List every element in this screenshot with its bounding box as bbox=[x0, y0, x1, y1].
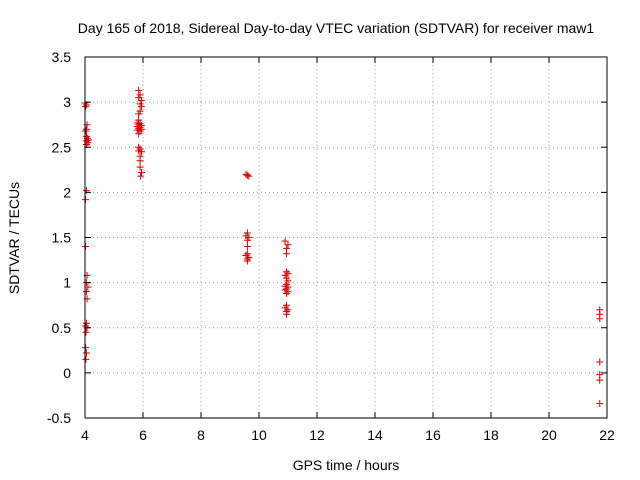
data-point bbox=[135, 130, 143, 138]
plot-frame bbox=[84, 56, 608, 419]
data-point bbox=[242, 170, 250, 178]
x-tick-label: 10 bbox=[251, 427, 267, 443]
data-point bbox=[82, 243, 90, 251]
data-point bbox=[284, 288, 292, 296]
data-point bbox=[281, 304, 289, 312]
data-point bbox=[242, 252, 250, 260]
data-point bbox=[284, 241, 292, 249]
data-point bbox=[243, 243, 251, 251]
data-point bbox=[135, 147, 143, 155]
data-point bbox=[245, 253, 253, 261]
data-point bbox=[243, 257, 251, 265]
data-point bbox=[84, 136, 92, 144]
data-point bbox=[137, 172, 145, 180]
y-tick-label: 3.5 bbox=[52, 49, 72, 65]
x-axis-label: GPS time / hours bbox=[293, 457, 400, 473]
data-point bbox=[596, 400, 604, 408]
data-point bbox=[82, 187, 90, 195]
data-point bbox=[84, 283, 92, 291]
x-axis-ticks: 4 6 8 10 12 14 16 18 20 22 bbox=[81, 57, 615, 443]
data-point bbox=[82, 103, 90, 111]
data-point bbox=[138, 169, 146, 177]
x-tick-label: 18 bbox=[483, 427, 499, 443]
y-axis-label: SDTVAR / TECUs bbox=[6, 182, 22, 294]
data-point bbox=[242, 232, 250, 240]
data-point bbox=[245, 172, 253, 180]
data-point bbox=[82, 125, 90, 133]
y-tick-label: 2 bbox=[63, 184, 71, 200]
data-point bbox=[596, 315, 604, 323]
data-point bbox=[283, 268, 291, 276]
x-tick-label: 4 bbox=[81, 427, 89, 443]
data-point bbox=[135, 86, 143, 94]
data-point bbox=[281, 237, 289, 245]
x-tick-label: 12 bbox=[309, 427, 325, 443]
chart-title: Day 165 of 2018, Sidereal Day-to-day VTE… bbox=[78, 20, 595, 36]
data-point bbox=[138, 103, 146, 111]
data-point bbox=[136, 163, 144, 171]
data-point bbox=[138, 96, 146, 104]
y-tick-label: 3 bbox=[63, 94, 71, 110]
data-point bbox=[596, 358, 604, 366]
data-point bbox=[243, 236, 251, 244]
y-tick-label: 1.5 bbox=[52, 230, 72, 246]
data-point bbox=[284, 306, 292, 314]
x-tick-label: 16 bbox=[425, 427, 441, 443]
data-point bbox=[82, 322, 90, 330]
data-point bbox=[135, 110, 143, 118]
y-tick-label: 0 bbox=[63, 365, 71, 381]
x-tick-label: 6 bbox=[139, 427, 147, 443]
x-tick-label: 22 bbox=[599, 427, 615, 443]
x-tick-label: 20 bbox=[541, 427, 557, 443]
data-point bbox=[283, 310, 291, 318]
data-point bbox=[283, 289, 291, 297]
data-point bbox=[82, 355, 90, 363]
data-point bbox=[136, 157, 144, 165]
data-point bbox=[138, 148, 146, 156]
x-tick-label: 14 bbox=[367, 427, 383, 443]
x-tick-label: 8 bbox=[197, 427, 205, 443]
data-point bbox=[82, 349, 90, 357]
data-point bbox=[596, 376, 604, 384]
data-point bbox=[283, 250, 291, 258]
data-points bbox=[81, 86, 604, 408]
data-point bbox=[82, 344, 90, 352]
data-point bbox=[284, 277, 292, 285]
y-tick-label: 1 bbox=[63, 275, 71, 291]
data-point bbox=[82, 127, 90, 135]
y-tick-label: 0.5 bbox=[52, 320, 72, 336]
y-tick-label: 2.5 bbox=[52, 139, 72, 155]
y-tick-label: -0.5 bbox=[47, 410, 71, 426]
data-point bbox=[284, 270, 292, 278]
data-point bbox=[82, 288, 90, 296]
data-point bbox=[243, 171, 251, 179]
grid-lines bbox=[85, 57, 607, 418]
data-point bbox=[281, 286, 289, 294]
data-point bbox=[82, 328, 90, 336]
data-point bbox=[82, 196, 90, 204]
data-point bbox=[138, 125, 146, 133]
data-point bbox=[133, 126, 141, 134]
y-axis-ticks: -0.5 0 0.5 1 1.5 2 2.5 3 3.5 bbox=[47, 49, 607, 426]
